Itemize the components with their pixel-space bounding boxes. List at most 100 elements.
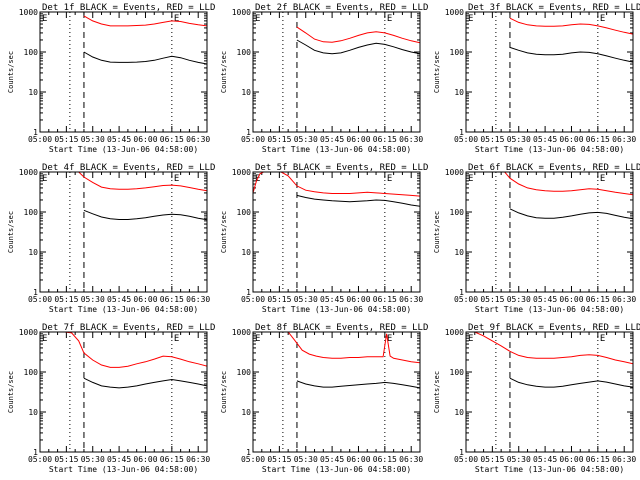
end-marker-label: E [174, 174, 179, 184]
y-tick-label: 1 [459, 128, 464, 137]
y-tick-label: 10 [241, 408, 251, 417]
x-tick-label: 05:15 [54, 455, 78, 464]
series-group [466, 332, 633, 388]
plot-frame [465, 331, 634, 453]
series-line-red [296, 26, 420, 44]
x-tick-label: 05:15 [54, 295, 78, 304]
chart-panel-6: Det 6f BLACK = Events, RED = LLD Counts/s… [433, 163, 640, 314]
x-tick-label: 05:45 [107, 135, 131, 144]
reference-lines [252, 172, 386, 292]
x-tick-label: 05:00 [454, 135, 478, 144]
chart-title: Det 2f BLACK = Events, RED = LLD [255, 3, 428, 13]
x-tick-label: 05:15 [480, 455, 504, 464]
y-axis-label: Counts/sec [433, 51, 441, 93]
y-tick-label: 1000 [232, 168, 251, 177]
chart-title: Det 9f BLACK = Events, RED = LLD [468, 323, 640, 333]
series-line-red [40, 332, 207, 368]
x-tick-label: 06:30 [612, 455, 636, 464]
series-line-black [83, 51, 207, 65]
x-tick-label: 06:15 [586, 295, 610, 304]
y-tick-label: 1 [33, 448, 38, 457]
series-line-black [509, 208, 633, 220]
y-tick-label: 100 [237, 48, 252, 57]
chart-title: Det 4f BLACK = Events, RED = LLD [42, 163, 215, 173]
x-tick-label: 05:15 [267, 135, 291, 144]
y-tick-label: 1000 [445, 8, 464, 17]
x-ticks: 05:00 05:15 05:30 05:45 06:00 06:15 06:30 [454, 172, 636, 304]
series-line-red [287, 332, 420, 364]
chart-title: Det 3f BLACK = Events, RED = LLD [468, 3, 640, 13]
y-tick-label: 10 [241, 88, 251, 97]
x-tick-label: 06:15 [373, 295, 397, 304]
x-ticks: 05:00 05:15 05:30 05:45 06:00 06:15 06:30 [28, 12, 210, 144]
series-line-red [78, 172, 207, 192]
y-tick-label: 1 [459, 448, 464, 457]
y-tick-label: 100 [450, 208, 465, 217]
end-marker-label: E [600, 174, 605, 184]
x-ticks: 05:00 05:15 05:30 05:45 06:00 06:15 06:30 [241, 172, 423, 304]
plot-frame [252, 331, 421, 453]
x-axis-label: Start Time (13-Jun-06 04:58:00) [475, 145, 624, 154]
y-tick-label: 1 [459, 288, 464, 297]
x-tick-label: 05:45 [107, 455, 131, 464]
x-tick-label: 06:15 [373, 135, 397, 144]
x-tick-label: 05:00 [28, 135, 52, 144]
x-axis-label: Start Time (13-Jun-06 04:58:00) [262, 305, 411, 314]
y-tick-label: 1 [246, 288, 251, 297]
y-ticks: 1 10 100 1000 [19, 168, 207, 297]
start-marker-label: E [468, 174, 473, 184]
y-tick-label: 1000 [19, 8, 38, 17]
x-tick-label: 06:15 [586, 455, 610, 464]
end-marker-label: E [387, 14, 392, 24]
x-tick-label: 06:30 [612, 295, 636, 304]
reference-lines [39, 12, 173, 132]
y-tick-label: 100 [237, 208, 252, 217]
start-marker-label: E [42, 14, 47, 24]
series-group [40, 332, 207, 389]
x-axis-label: Start Time (13-Jun-06 04:58:00) [49, 145, 198, 154]
x-tick-label: 05:00 [28, 295, 52, 304]
reference-lines [465, 12, 599, 132]
x-axis-label: Start Time (13-Jun-06 04:58:00) [262, 465, 411, 474]
y-tick-label: 1000 [19, 168, 38, 177]
x-tick-label: 05:15 [480, 295, 504, 304]
x-axis-label: Start Time (13-Jun-06 04:58:00) [475, 465, 624, 474]
x-axis-label: Start Time (13-Jun-06 04:58:00) [49, 465, 198, 474]
x-tick-label: 05:00 [241, 455, 265, 464]
start-marker-label: E [255, 14, 260, 24]
chart-title: Det 6f BLACK = Events, RED = LLD [468, 163, 640, 173]
x-axis-label: Start Time (13-Jun-06 04:58:00) [49, 305, 198, 314]
y-tick-label: 10 [454, 248, 464, 257]
y-axis-label: Counts/sec [433, 371, 441, 413]
plot-frame [465, 171, 634, 293]
start-marker-label: E [468, 14, 473, 24]
x-tick-label: 05:30 [507, 295, 531, 304]
y-ticks: 1 10 100 1000 [232, 8, 420, 137]
chart-panel-5: Det 5f BLACK = Events, RED = LLD Counts/s… [220, 163, 428, 314]
end-marker-label: E [600, 334, 605, 344]
plot-frame [465, 11, 634, 133]
x-tick-label: 06:15 [160, 455, 184, 464]
x-tick-label: 06:15 [160, 135, 184, 144]
series-line-red [504, 172, 633, 196]
start-marker-label: E [468, 334, 473, 344]
x-tick-label: 05:45 [533, 295, 557, 304]
chart-panel-3: Det 3f BLACK = Events, RED = LLD Counts/s… [433, 3, 640, 154]
x-ticks: 05:00 05:15 05:30 05:45 06:00 06:15 06:30 [28, 332, 210, 464]
x-tick-label: 06:00 [559, 135, 583, 144]
chart-panel-8: Det 8f BLACK = Events, RED = LLD Counts/s… [220, 323, 428, 474]
end-marker-label: E [387, 174, 392, 184]
y-ticks: 1 10 100 1000 [19, 8, 207, 137]
y-tick-label: 100 [237, 368, 252, 377]
y-tick-label: 100 [450, 368, 465, 377]
series-line-red [83, 15, 207, 27]
y-tick-label: 10 [28, 408, 38, 417]
x-tick-label: 05:45 [320, 295, 344, 304]
plot-frame [39, 11, 208, 133]
x-tick-label: 06:30 [186, 295, 210, 304]
series-line-black [509, 377, 633, 388]
series-group [253, 172, 420, 207]
x-tick-label: 06:00 [133, 455, 157, 464]
y-tick-label: 1000 [19, 328, 38, 337]
